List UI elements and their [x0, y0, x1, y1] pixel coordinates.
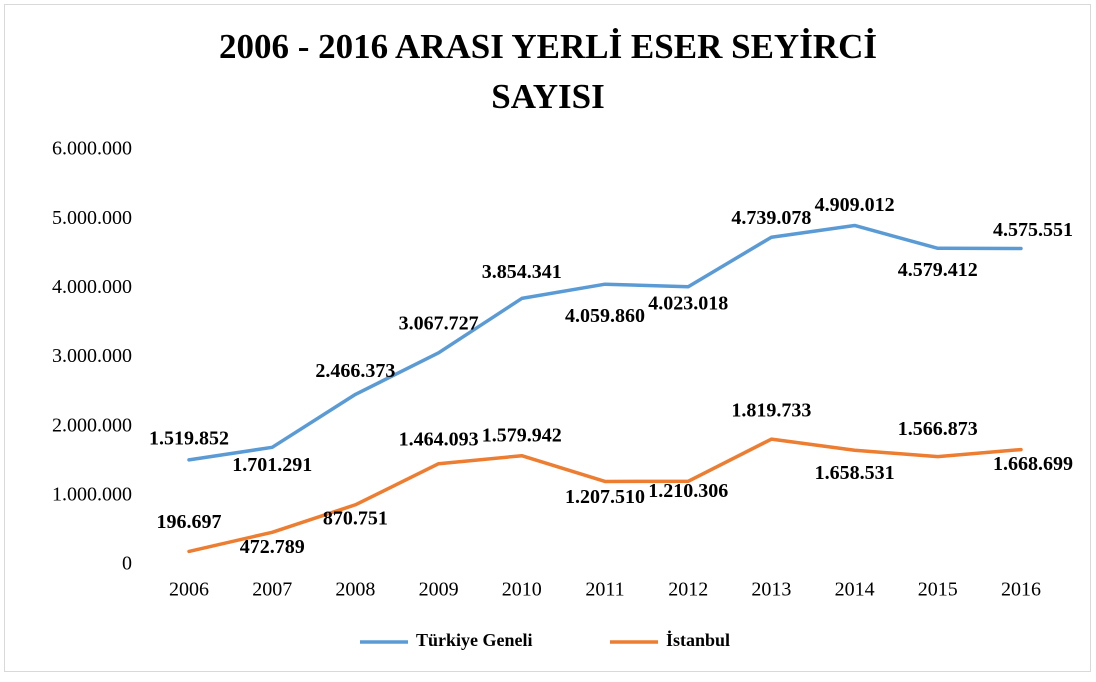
x-tick-label: 2009: [419, 579, 459, 601]
x-tick-label: 2011: [585, 579, 624, 601]
y-tick-label: 2.000.000: [52, 414, 132, 436]
data-label: 3.854.341: [482, 261, 562, 283]
data-label: 4.059.860: [565, 305, 645, 327]
series-line: [187, 223, 1023, 462]
legend-label: Türkiye Geneli: [416, 630, 533, 650]
data-label: 4.579.412: [898, 259, 978, 281]
x-tick-label: 2015: [918, 579, 958, 601]
data-label: 4.909.012: [815, 194, 895, 216]
chart-title: 2006 - 2016 ARASI YERLİ ESER SEYİRCİ: [219, 27, 877, 66]
data-label: 870.751: [323, 507, 388, 529]
data-label: 4.575.551: [993, 219, 1073, 241]
x-tick-label: 2008: [335, 579, 375, 601]
chart-title: SAYISI: [491, 77, 605, 116]
y-tick-label: 6.000.000: [52, 138, 132, 160]
x-tick-label: 2007: [252, 579, 292, 601]
y-tick-label: 1.000.000: [52, 483, 132, 505]
x-tick-label: 2006: [169, 579, 209, 601]
chart-frame: [4, 4, 1091, 672]
data-label: 1.519.852: [149, 427, 229, 449]
x-tick-label: 2012: [668, 579, 708, 601]
data-label: 1.701.291: [232, 454, 312, 476]
series-line: [187, 437, 1023, 554]
x-tick-label: 2010: [502, 579, 542, 601]
data-label: 196.697: [157, 511, 222, 533]
x-tick-label: 2013: [751, 579, 791, 601]
data-label: 1.566.873: [898, 418, 978, 440]
data-label: 4.739.078: [731, 207, 811, 229]
data-label: 1.579.942: [482, 424, 562, 446]
data-label: 1.819.733: [731, 400, 811, 422]
y-tick-label: 3.000.000: [52, 345, 132, 367]
y-tick-label: 4.000.000: [52, 276, 132, 298]
data-label: 4.023.018: [648, 292, 728, 314]
y-tick-label: 5.000.000: [52, 207, 132, 229]
x-tick-label: 2014: [835, 579, 875, 601]
data-label: 1.464.093: [399, 428, 479, 450]
legend-label: İstanbul: [666, 630, 730, 650]
data-label: 2.466.373: [315, 360, 395, 382]
data-label: 1.207.510: [565, 486, 645, 508]
data-label: 1.210.306: [648, 480, 728, 502]
data-label: 1.658.531: [815, 462, 895, 484]
data-label: 1.668.699: [993, 453, 1073, 475]
y-tick-label: 0: [122, 553, 132, 575]
x-tick-label: 2016: [1001, 579, 1041, 601]
data-label: 3.067.727: [399, 312, 479, 334]
data-label: 472.789: [240, 536, 305, 558]
